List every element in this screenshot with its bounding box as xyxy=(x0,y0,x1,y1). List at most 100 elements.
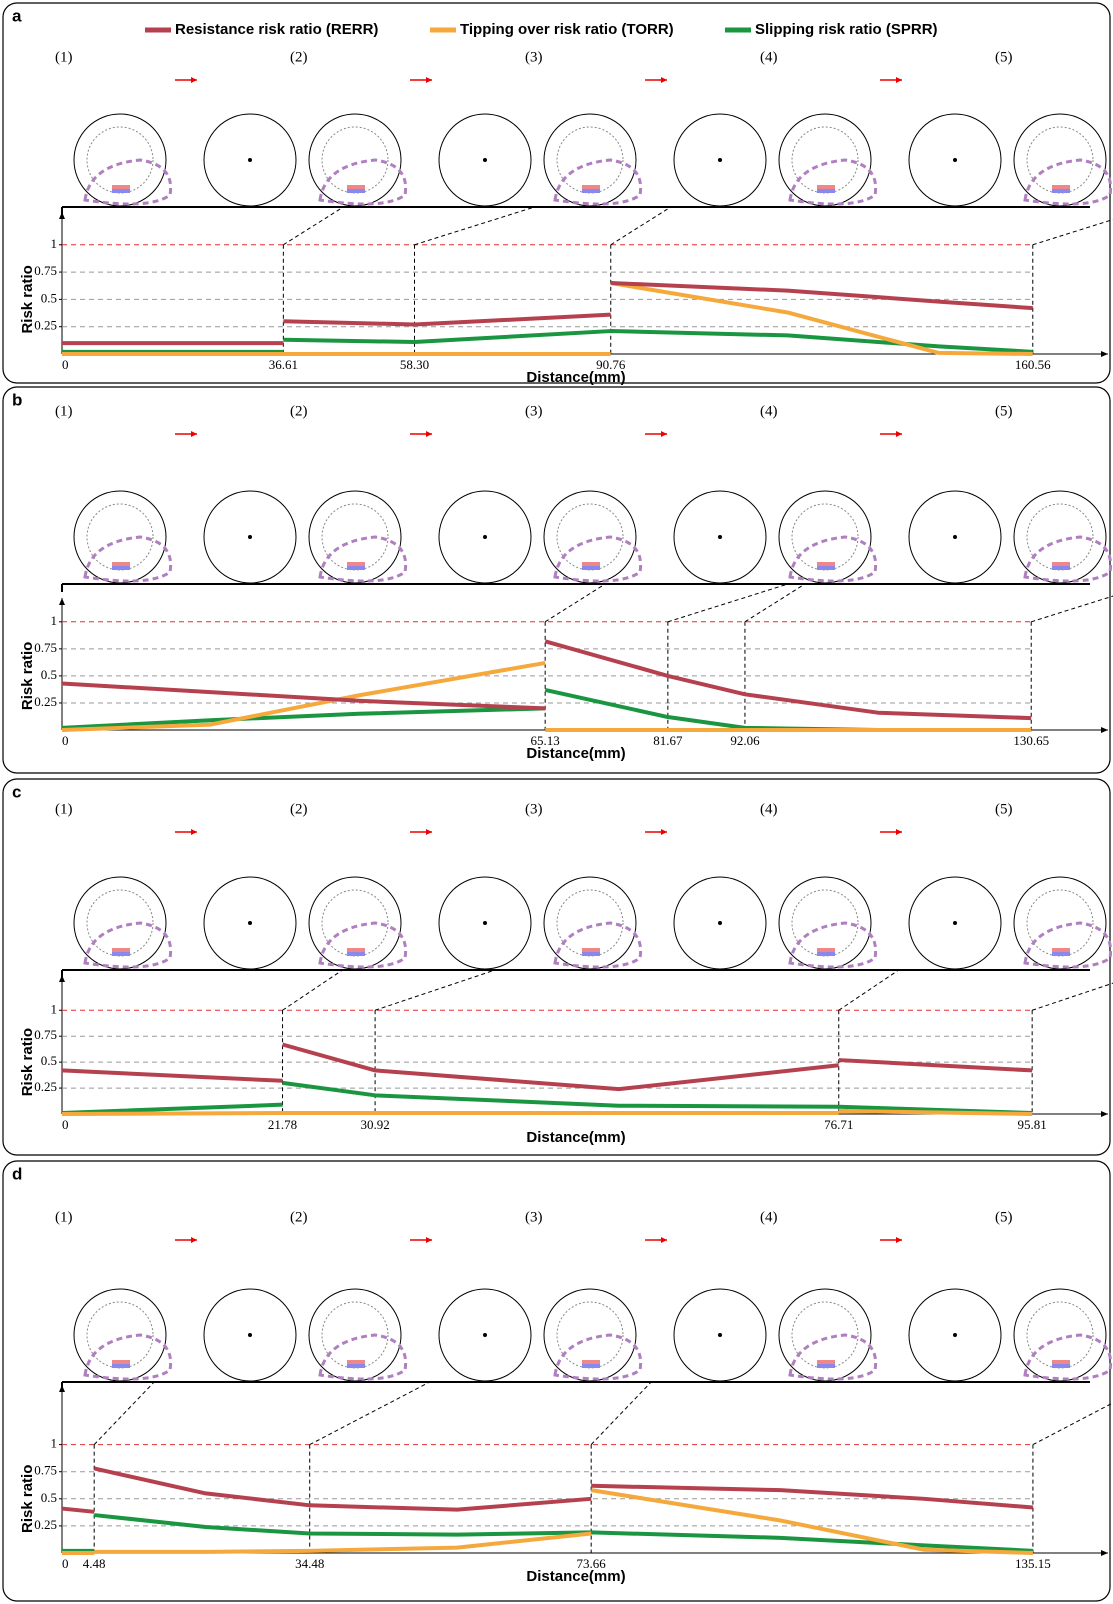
x-connector xyxy=(1031,982,1113,1011)
y-tick-label: 1 xyxy=(51,1001,58,1016)
wheel-inner xyxy=(556,503,624,571)
series-line xyxy=(61,1042,1033,1092)
motion-arrow-head xyxy=(896,431,902,437)
robot-body xyxy=(83,535,173,583)
x-tick-label: 30.92 xyxy=(360,1117,389,1132)
stage-label: (4) xyxy=(760,49,778,65)
y-axis-arrow xyxy=(59,975,65,982)
panel-letter: b xyxy=(12,390,22,409)
wheel-inner xyxy=(321,889,389,957)
stage-label: (2) xyxy=(290,801,308,817)
x-axis-arrow xyxy=(1101,1111,1108,1117)
motion-arrow-head xyxy=(426,1237,432,1243)
panel-frame xyxy=(2,1160,1111,1602)
sensor xyxy=(817,1364,835,1368)
robot-body xyxy=(788,535,878,583)
stage-label: (5) xyxy=(995,403,1013,419)
motion-arrow-head xyxy=(191,431,197,437)
sensor xyxy=(112,952,130,956)
stage-label: (2) xyxy=(290,1209,308,1225)
stage-label: (3) xyxy=(525,403,543,419)
obstacle-center xyxy=(483,158,487,162)
wheel-inner xyxy=(321,503,389,571)
obstacle-center xyxy=(953,1333,957,1337)
x-axis-title: Distance(mm) xyxy=(526,369,625,386)
x-axis-title: Distance(mm) xyxy=(526,1129,625,1146)
stage-label: (1) xyxy=(55,801,73,817)
y-tick-label: 0.75 xyxy=(34,640,57,655)
x-tick-label: 81.67 xyxy=(653,733,683,748)
x-connector xyxy=(93,1381,155,1445)
y-tick-label: 0.25 xyxy=(34,1517,57,1532)
x-axis-arrow xyxy=(1101,727,1108,733)
x-tick-label: 0 xyxy=(62,1117,69,1132)
robot-body xyxy=(318,1333,408,1381)
y-tick-label: 0.5 xyxy=(41,1490,57,1505)
y-axis-arrow xyxy=(59,1385,65,1392)
robot-body xyxy=(83,921,173,969)
motion-arrow-head xyxy=(896,1237,902,1243)
robot-body xyxy=(1023,158,1113,206)
sensor xyxy=(817,566,835,570)
y-axis-title: Risk ratio xyxy=(19,1465,36,1533)
x-tick-label: 65.13 xyxy=(531,733,560,748)
stage-label: (3) xyxy=(525,801,543,817)
robot-body xyxy=(318,158,408,206)
x-connector xyxy=(544,583,606,623)
wheel-inner xyxy=(791,503,859,571)
x-axis-arrow xyxy=(1101,1550,1108,1556)
x-connector xyxy=(744,583,806,623)
y-axis-title: Risk ratio xyxy=(19,642,36,710)
robot-body xyxy=(788,158,878,206)
wheel-inner xyxy=(86,126,154,194)
x-tick-label: 73.66 xyxy=(577,1556,607,1571)
x-tick-label: 4.48 xyxy=(83,1556,106,1571)
y-axis-arrow xyxy=(59,598,65,605)
stage-label: (2) xyxy=(290,403,308,419)
robot-body xyxy=(553,535,643,583)
obstacle-center xyxy=(483,535,487,539)
robot-body xyxy=(788,1333,878,1381)
sensor xyxy=(347,189,365,193)
series-line xyxy=(61,1466,1034,1514)
obstacle-center xyxy=(248,921,252,925)
wheel-inner xyxy=(1026,889,1094,957)
series-line xyxy=(61,1108,1033,1116)
x-connector xyxy=(374,969,496,1011)
series-line xyxy=(62,329,1033,354)
sensor xyxy=(347,952,365,956)
wheel-inner xyxy=(86,503,154,571)
motion-arrow-head xyxy=(191,77,197,83)
wheel-inner xyxy=(556,889,624,957)
robot-body xyxy=(318,535,408,583)
motion-arrow-head xyxy=(896,77,902,83)
x-tick-label: 36.61 xyxy=(269,357,298,372)
wheel-inner xyxy=(321,126,389,194)
obstacle-center xyxy=(718,921,722,925)
y-tick-label: 0.75 xyxy=(34,1027,57,1042)
obstacle-center xyxy=(248,1333,252,1337)
series-line xyxy=(61,1080,1033,1115)
sensor xyxy=(347,566,365,570)
robot-body xyxy=(788,921,878,969)
wheel-inner xyxy=(556,1301,624,1369)
x-axis-title: Distance(mm) xyxy=(526,745,625,762)
sensor xyxy=(582,566,600,570)
y-tick-label: 0.5 xyxy=(41,290,57,305)
robot-body xyxy=(553,1333,643,1381)
wheel-inner xyxy=(556,126,624,194)
stage-label: (5) xyxy=(995,49,1013,65)
robot-body xyxy=(553,921,643,969)
motion-arrow-head xyxy=(426,431,432,437)
panel-letter: c xyxy=(12,782,21,801)
y-tick-label: 1 xyxy=(51,236,58,251)
y-axis-title: Risk ratio xyxy=(19,1028,36,1096)
motion-arrow-head xyxy=(191,829,197,835)
x-tick-label: 95.81 xyxy=(1018,1117,1047,1132)
motion-arrow-head xyxy=(661,77,667,83)
stage-label: (4) xyxy=(760,403,778,419)
series-line xyxy=(62,281,1033,356)
x-connector xyxy=(309,1381,430,1446)
y-tick-label: 1 xyxy=(51,1436,58,1451)
